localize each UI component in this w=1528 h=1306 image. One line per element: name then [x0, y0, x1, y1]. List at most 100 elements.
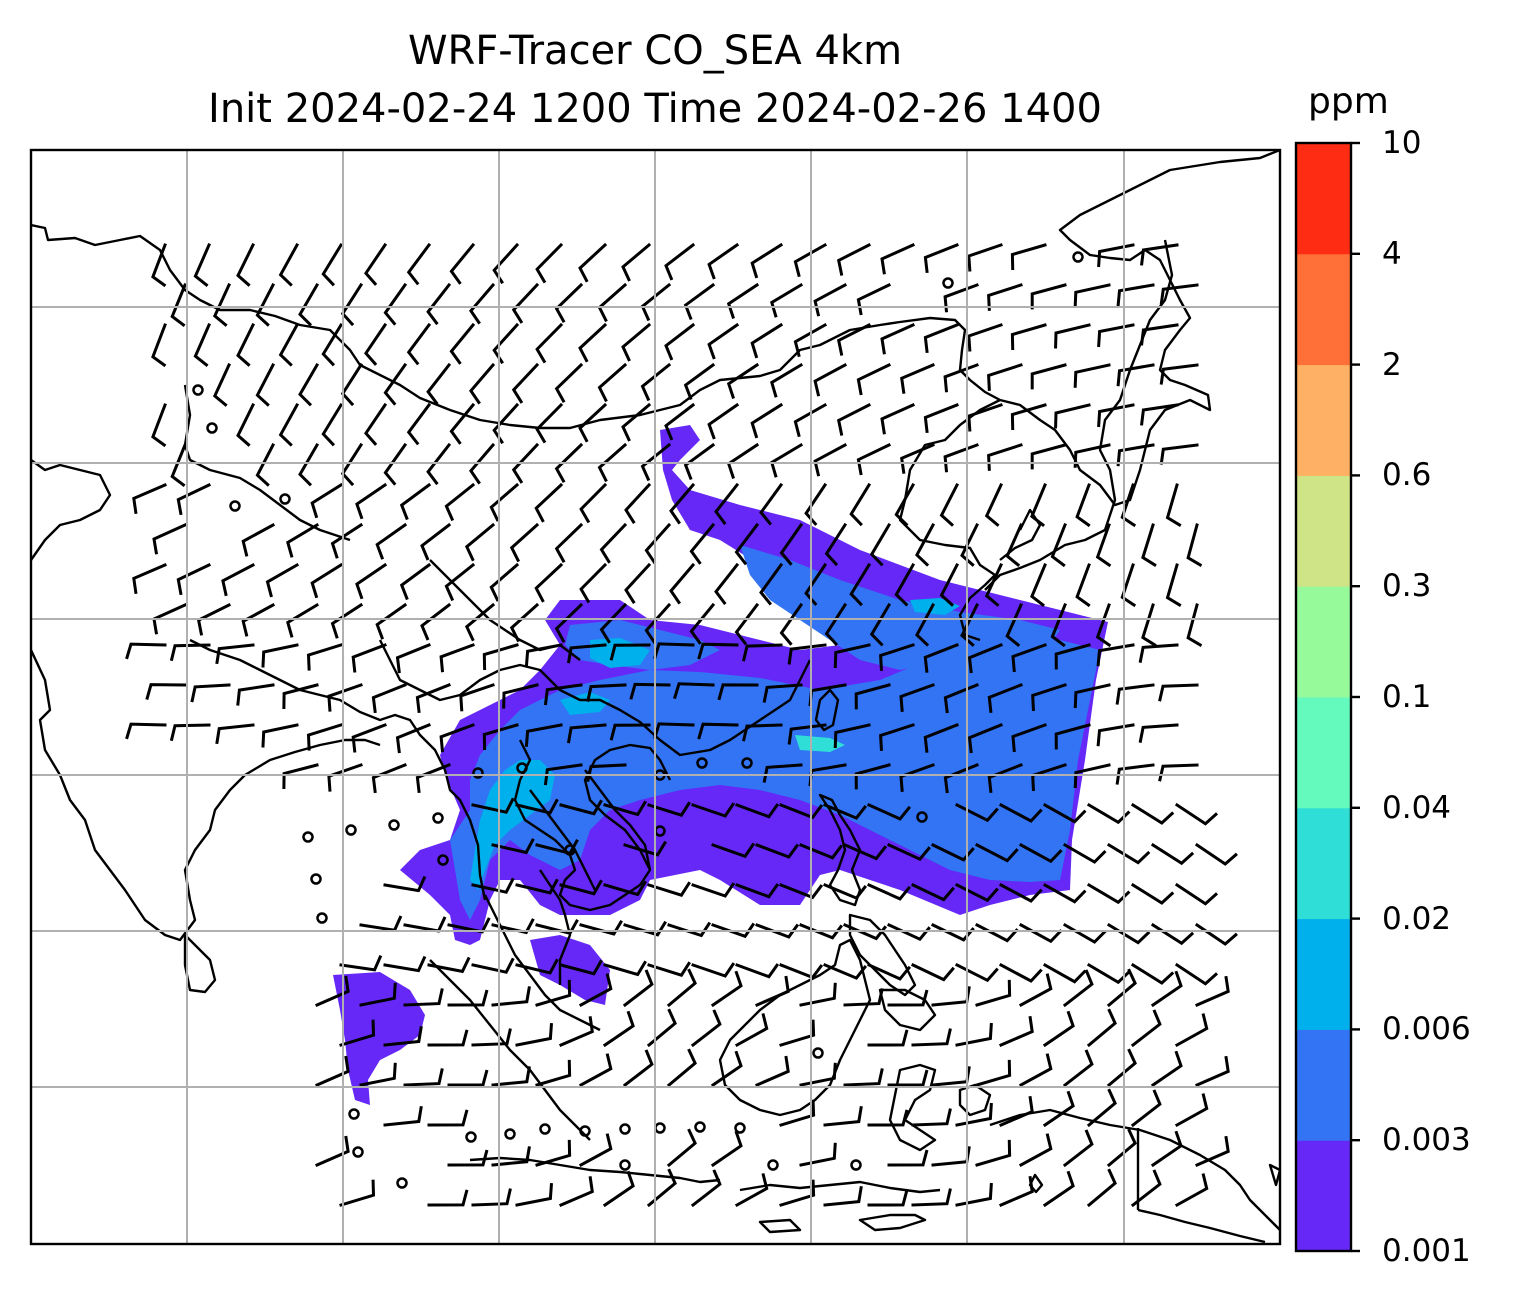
wind-barb	[1174, 882, 1219, 906]
wind-barb	[1042, 802, 1087, 824]
wind-barb	[599, 522, 628, 564]
plume-core-layer-3	[560, 692, 610, 715]
wind-barb	[900, 363, 935, 394]
wind-barb	[640, 362, 672, 402]
wind-barb	[779, 803, 824, 820]
colorbar-tick-label: 0.6	[1382, 457, 1432, 494]
wind-barb	[469, 282, 496, 325]
wind-barb	[406, 402, 432, 446]
wind-barb	[911, 883, 955, 902]
wind-barb	[261, 643, 299, 668]
wind-barb	[1116, 443, 1155, 467]
wind-barb	[383, 362, 408, 406]
wind-barb	[939, 482, 960, 527]
wind-barb	[170, 443, 187, 487]
wind-barb	[779, 1179, 816, 1207]
wind-barb	[566, 643, 607, 664]
wind-barb	[602, 1170, 635, 1208]
wind-barb	[998, 962, 1043, 983]
wind-barb	[1150, 1130, 1183, 1168]
wind-barb	[1150, 970, 1183, 1008]
calm-wind-circle	[396, 1177, 408, 1189]
calm-wind-circle	[345, 824, 357, 836]
wind-barb	[489, 482, 520, 522]
wind-barb	[1062, 969, 1094, 1008]
wind-barb	[1095, 603, 1112, 648]
wind-barb	[383, 955, 427, 973]
wind-barb	[282, 683, 319, 710]
calm-wind-circle	[812, 1047, 824, 1059]
wind-barb	[967, 723, 1003, 754]
coastline-philippines-luzon	[818, 793, 862, 907]
wind-barb	[923, 643, 959, 673]
wind-barb	[491, 1146, 531, 1167]
wind-barb	[887, 1149, 929, 1167]
wind-barb	[125, 722, 167, 740]
wind-barb	[515, 1182, 554, 1207]
wind-barb	[599, 602, 628, 644]
wind-barb	[664, 242, 696, 281]
border-myanmar	[378, 639, 812, 757]
wind-barb	[691, 882, 736, 898]
wind-barb	[999, 1096, 1034, 1127]
wind-barb	[915, 522, 936, 567]
wind-barb	[987, 283, 1023, 311]
wind-barb	[975, 1059, 1012, 1087]
calm-wind-circle	[916, 811, 928, 823]
calm-wind-circle	[465, 1131, 477, 1143]
wind-barb	[1150, 842, 1195, 866]
calm-wind-circle	[310, 873, 322, 885]
wind-barb	[879, 723, 915, 751]
wind-barb	[255, 442, 276, 487]
coastline-lesser-sunda	[739, 1180, 941, 1194]
wind-barb	[1062, 1129, 1094, 1168]
wind-barb	[998, 882, 1043, 903]
wind-barb	[1005, 523, 1023, 568]
wind-barb	[1010, 243, 1047, 271]
wind-barb	[420, 602, 452, 641]
wind-barb	[509, 522, 540, 563]
wind-barb	[1075, 563, 1091, 608]
coastline-taiwan	[814, 688, 840, 732]
wind-barb	[406, 242, 432, 286]
wind-barb	[236, 242, 256, 287]
wind-barb	[1116, 363, 1155, 387]
wind-barb	[887, 1069, 929, 1087]
wind-barb	[1195, 1135, 1230, 1167]
wind-barb	[867, 883, 912, 901]
wind-barb	[578, 322, 608, 363]
calm-wind-circle	[767, 1159, 779, 1171]
wind-barb	[464, 522, 496, 562]
wind-barb	[762, 763, 803, 783]
wind-barb	[1130, 1169, 1162, 1208]
wind-barb	[221, 562, 256, 597]
wind-barb	[535, 1059, 572, 1087]
calm-wind-circle	[1072, 251, 1084, 263]
wind-barb	[984, 483, 1003, 527]
map-frame	[29, 148, 1282, 1246]
wind-barb	[823, 1105, 863, 1127]
wind-barb	[1042, 1170, 1075, 1208]
coastline-timor	[858, 1213, 927, 1232]
wind-barb	[535, 919, 579, 936]
wind-barb	[837, 242, 872, 276]
coastline-java	[469, 1156, 721, 1184]
wind-barb	[974, 842, 1019, 863]
wind-barb	[469, 442, 496, 485]
wind-barb	[624, 482, 652, 524]
wind-barb	[967, 243, 1003, 272]
wind-barb	[1018, 973, 1053, 1008]
wind-barb	[779, 1099, 816, 1127]
calm-wind-circle	[564, 844, 576, 856]
wind-barb	[602, 1010, 635, 1048]
wind-barb	[967, 403, 1003, 432]
wind-barb	[1140, 403, 1179, 426]
calm-wind-circle	[942, 277, 954, 289]
wind-barb	[923, 323, 959, 354]
wind-barb	[669, 482, 696, 525]
wind-barb	[554, 362, 584, 403]
wind-barb	[1010, 403, 1047, 431]
wind-barb	[524, 643, 563, 667]
wind-barb	[554, 602, 584, 643]
wind-barb	[491, 1066, 531, 1087]
